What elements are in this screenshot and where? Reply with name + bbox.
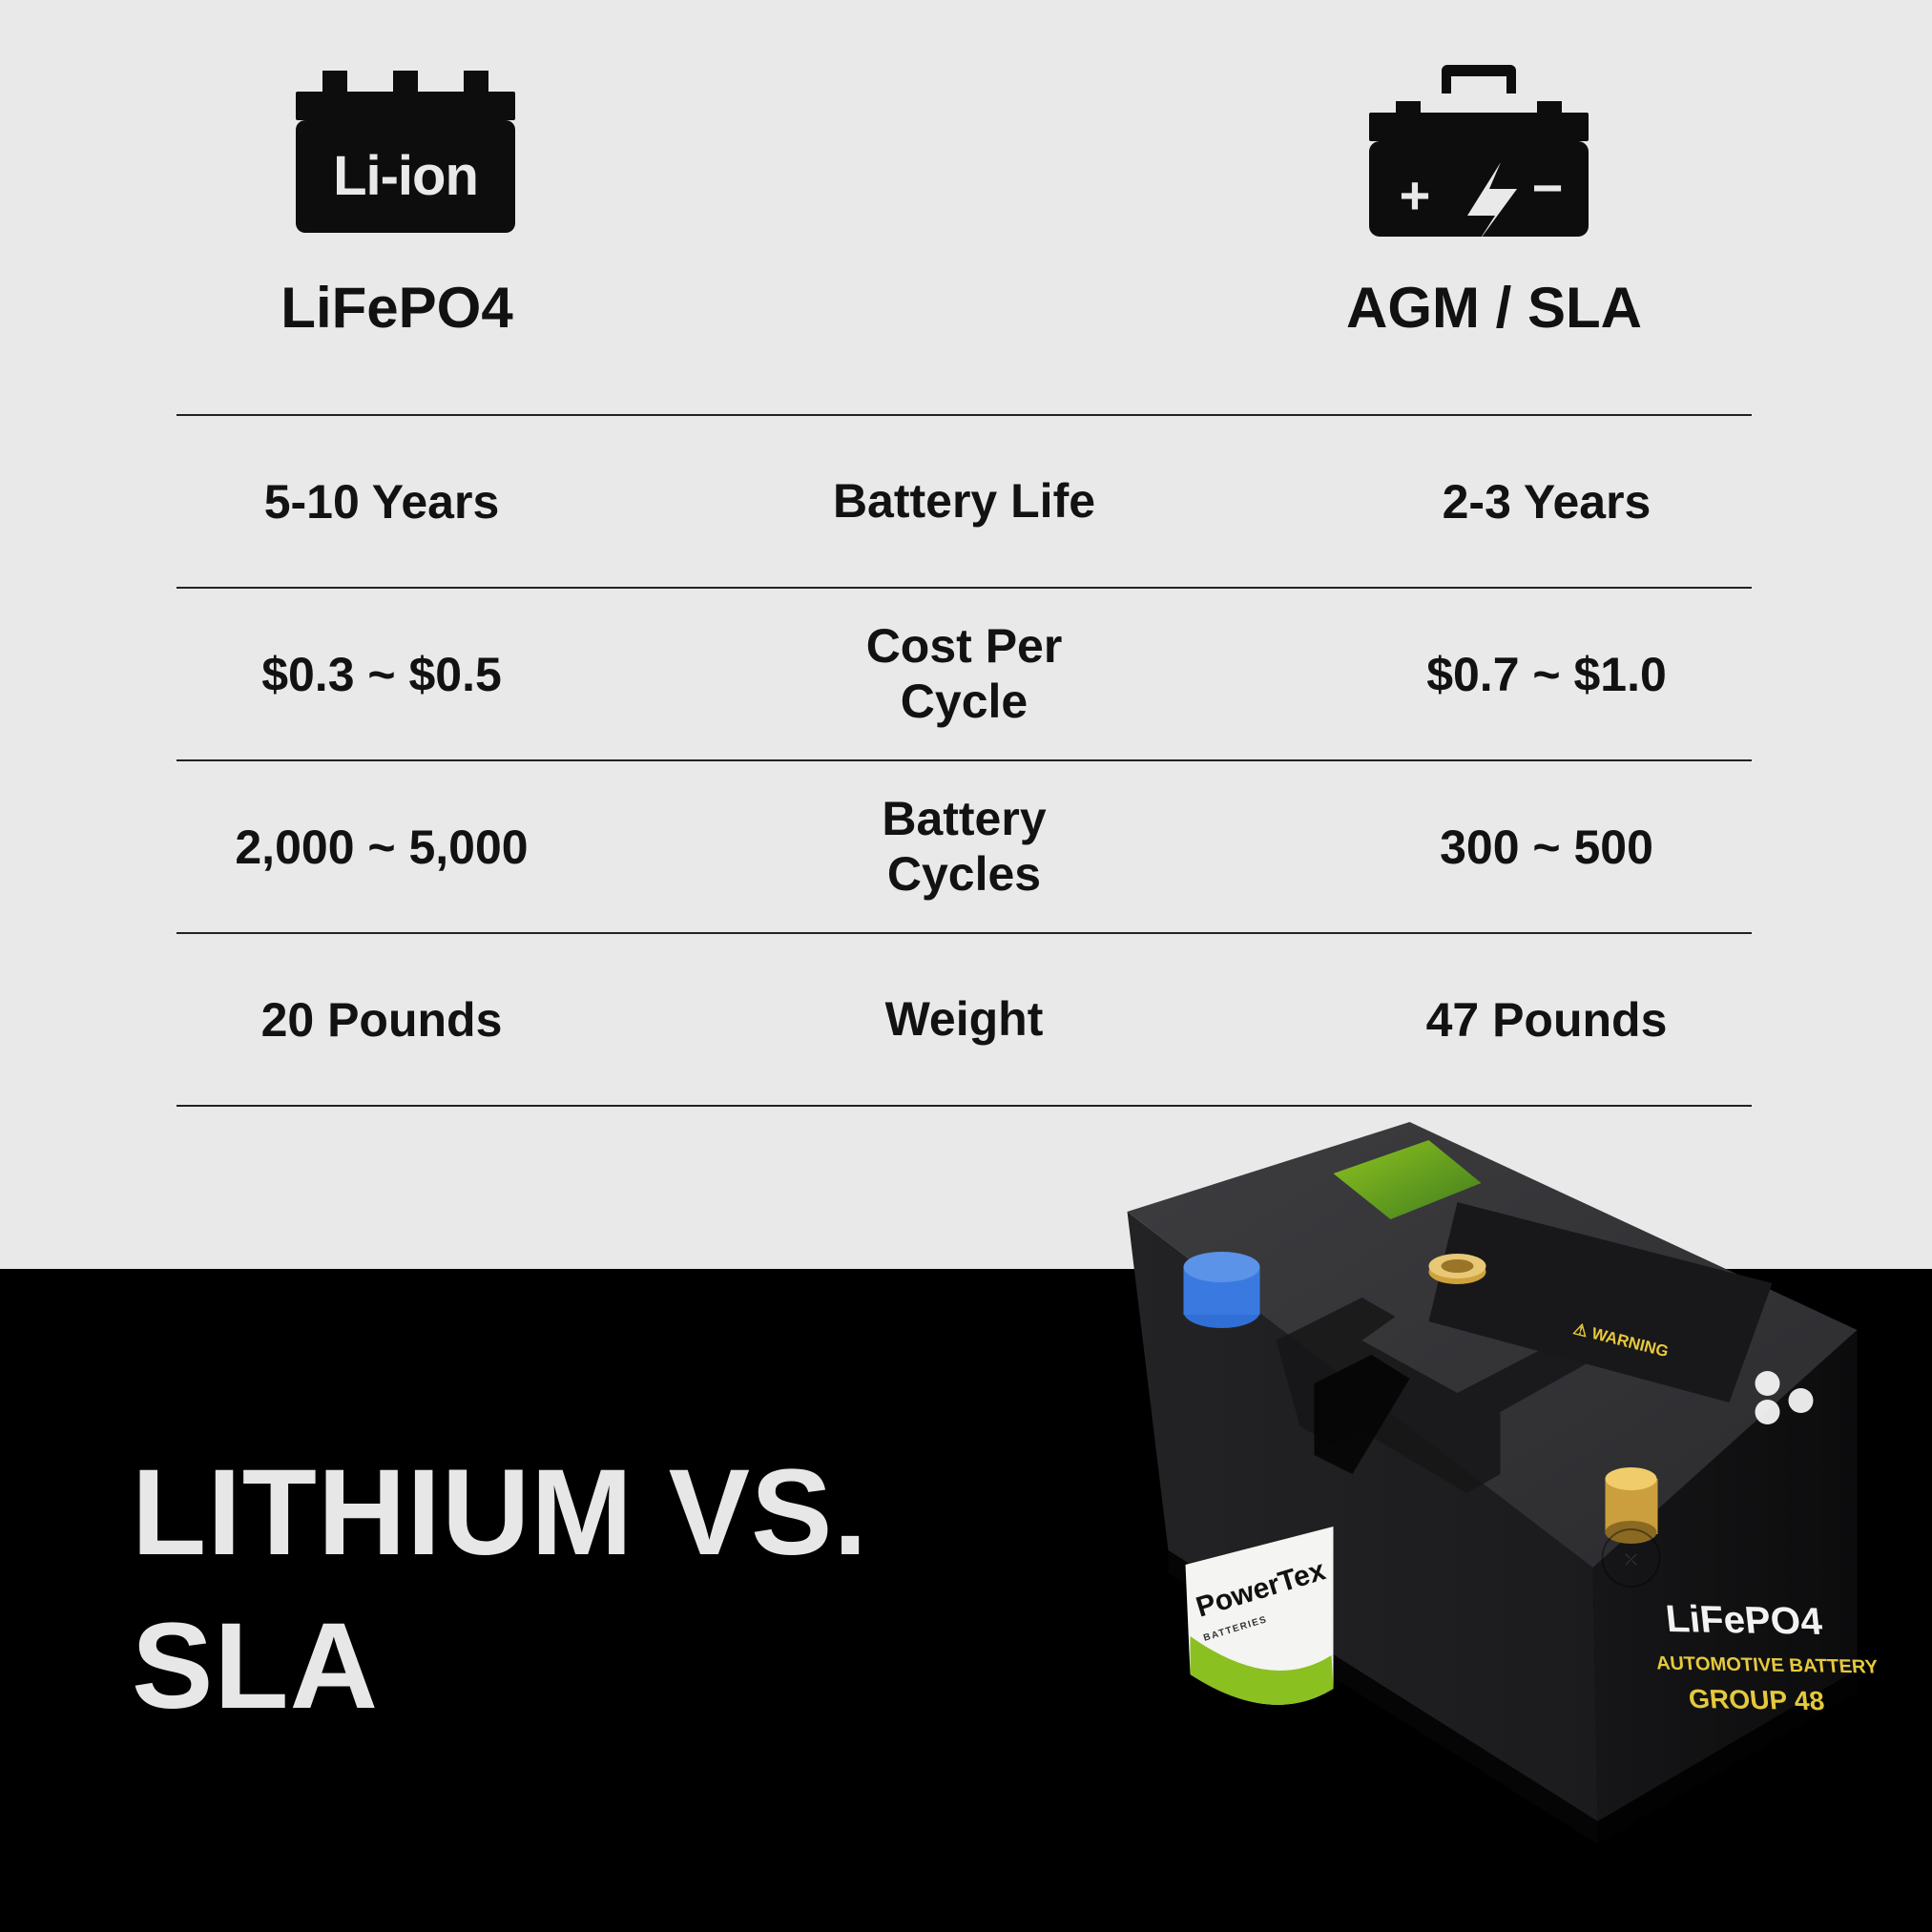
svg-text:GROUP 48: GROUP 48 — [1687, 1684, 1825, 1715]
svg-text:⤫: ⤫ — [1625, 1552, 1637, 1568]
svg-text:LiFePO4: LiFePO4 — [1664, 1597, 1825, 1642]
svg-text:+: + — [1400, 165, 1431, 225]
svg-text:Li-ion: Li-ion — [333, 145, 478, 207]
svg-text:AUTOMOTIVE BATTERY: AUTOMOTIVE BATTERY — [1655, 1653, 1880, 1678]
svg-text:−: − — [1532, 157, 1564, 218]
